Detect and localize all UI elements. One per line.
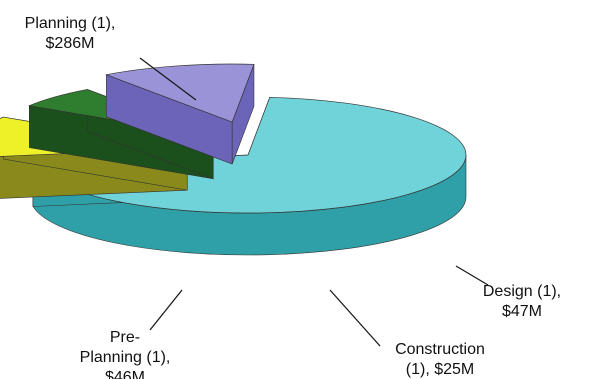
- leader-line-construction: [329, 289, 381, 347]
- slice-label-construction: Construction (1), $25M: [395, 341, 485, 378]
- slice-label-design: Design (1), $47M: [483, 283, 561, 320]
- leader-line-design: [455, 265, 489, 286]
- slice-label-planning: Planning (1), $286M: [25, 15, 116, 52]
- slice-label-pre-planning: Pre-Planning (1), $46M: [80, 329, 171, 379]
- pie-slice-pre-planning: [105, 63, 255, 165]
- leader-line-pre-planning: [149, 289, 183, 331]
- pie-slice-top: [105, 63, 255, 123]
- leader-line-planning: [139, 57, 197, 101]
